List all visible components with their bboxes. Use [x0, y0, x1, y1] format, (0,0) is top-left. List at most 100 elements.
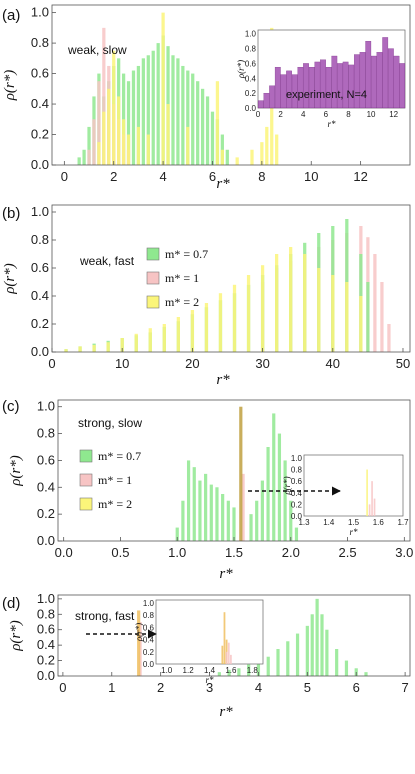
bar-m2	[359, 296, 363, 352]
bar-m07	[181, 500, 185, 541]
bar-m07	[247, 664, 251, 676]
legend-label-m07: m* = 0.7	[165, 247, 208, 261]
bar-m07	[226, 500, 230, 541]
bar-m2	[218, 293, 223, 352]
bar-m07	[249, 514, 253, 541]
bar-m2	[121, 119, 126, 165]
bar-m07	[320, 614, 324, 676]
plot-frame	[51, 4, 411, 166]
bar-m07	[294, 527, 299, 541]
panel-0: 0 2 4 6 8 10 12 0.0 0.2 0.4 0.6 0.8 1.0 (a) r* ρ(r*) wea…	[2, 4, 411, 192]
bar-m07	[335, 649, 339, 676]
panel-2: 0.0 0.5 1.0 1.5 2.0 2.5 3.0 0.0 0.2 0.4 0.6 0.8 1.0 (…	[2, 398, 413, 582]
inset-x-tick-label: 1.6	[225, 666, 237, 675]
bar-m07	[136, 65, 141, 165]
x-tick-label: 0	[61, 169, 68, 184]
inset-x-tick-label: 1.6	[373, 518, 385, 527]
bar-m2	[126, 134, 131, 165]
inset-x-tick-label: 12	[389, 110, 398, 119]
bar-m2	[331, 275, 335, 352]
bar-m07	[200, 88, 205, 165]
bar-m07	[77, 157, 81, 165]
inset-y-tick-label: 1.0	[143, 599, 155, 608]
legend-label-m1: m* = 1	[98, 473, 132, 487]
inset-annotation: experiment, N=4	[286, 89, 367, 101]
inset-bar-exp	[269, 85, 276, 109]
inset-bar-exp	[297, 66, 304, 109]
x-tick-label: 5	[304, 680, 311, 695]
inset-bar-exp	[376, 52, 383, 109]
bar-m1	[380, 282, 384, 352]
inset-0: 0 2 4 6 8 10 12 0.0 0.2 0.4 0.6 0.8 1.0 r* ρ(r*) experi…	[236, 29, 406, 129]
bar-m2	[102, 111, 106, 165]
inset-bar-exp	[354, 54, 360, 109]
bar-m07	[198, 480, 202, 541]
y-tick-label: 1.0	[37, 591, 55, 606]
inset-bar-m1	[368, 504, 371, 516]
x-tick-label: 4	[255, 680, 262, 695]
legend-label-m2: m* = 2	[165, 295, 199, 309]
bar-m07	[266, 656, 270, 676]
inset-x-tick-label: 1.4	[323, 518, 335, 527]
bar-m07	[286, 641, 290, 676]
bar-m07	[82, 149, 86, 165]
x-tick-label: 8	[258, 169, 265, 184]
inset-frame	[155, 599, 264, 665]
y-tick-label: 0.4	[31, 288, 49, 303]
bar-m1	[373, 254, 377, 352]
inset-bar-exp	[325, 66, 332, 109]
bar-m2	[148, 328, 152, 352]
inset-bar-m2	[223, 612, 226, 664]
inset-bar-exp	[387, 48, 394, 109]
x-tick-label: 6	[209, 169, 216, 184]
x-tick-label: 3.0	[395, 545, 413, 560]
y-tick-label: 0.4	[37, 479, 55, 494]
inset-x-tick-label: 10	[367, 110, 376, 119]
legend-swatch-m07	[79, 449, 93, 463]
bar-m2	[204, 303, 209, 352]
y-tick-label: 1.0	[31, 5, 49, 20]
panel-annotation: strong, fast	[75, 609, 135, 623]
y-tick-label: 0.2	[31, 127, 49, 142]
bar-m2	[186, 126, 190, 165]
bar-m2	[317, 268, 321, 352]
bar-m07	[209, 484, 213, 541]
inset-bar-exp	[291, 74, 298, 109]
bar-m07	[277, 433, 282, 541]
bar-m07	[141, 58, 145, 166]
inset-y-axis-title: ρ(r*)	[236, 60, 246, 79]
bar-m2	[78, 346, 82, 352]
bar-m1	[92, 119, 96, 165]
x-axis-title: r*	[219, 566, 233, 582]
bar-m2	[260, 142, 264, 165]
bar-m2	[106, 342, 110, 352]
bar-m07	[87, 126, 91, 165]
inset-y-tick-label: 0.2	[143, 648, 155, 657]
bar-m2	[176, 317, 180, 352]
plot-frame	[57, 594, 411, 677]
bar-m07	[215, 487, 219, 541]
legend-swatch-m1	[79, 473, 93, 487]
x-tick-label: 3	[206, 680, 213, 695]
bar-m1	[387, 324, 391, 352]
x-tick-label: 2.0	[282, 545, 300, 560]
x-tick-label: 1.5	[225, 545, 243, 560]
y-tick-label: 0.6	[37, 452, 55, 467]
x-tick-label: 30	[255, 356, 269, 371]
panel-letter: (c)	[2, 398, 20, 415]
bar-m2	[235, 157, 239, 165]
bar-m07	[221, 494, 225, 541]
panel-letter: (d)	[2, 595, 20, 612]
inset-bar-exp	[393, 55, 400, 109]
inset-x-axis-title: r*	[205, 675, 214, 685]
x-tick-label: 12	[353, 169, 367, 184]
bar-m07	[217, 672, 221, 676]
inset-y-tick-label: 0.6	[291, 477, 303, 486]
x-tick-label: 4	[159, 169, 166, 184]
bar-m2	[120, 338, 124, 352]
inset-x-tick-label: 1.5	[348, 518, 360, 527]
panel-3: 0 1 2 3 4 5 6 70.00.20.40.60.81.0(d)r*ρ(r*)stro…	[2, 591, 411, 720]
bar-m2	[161, 12, 165, 165]
inset-y-tick-label: 0.0	[291, 512, 303, 521]
x-tick-label: 20	[185, 356, 199, 371]
